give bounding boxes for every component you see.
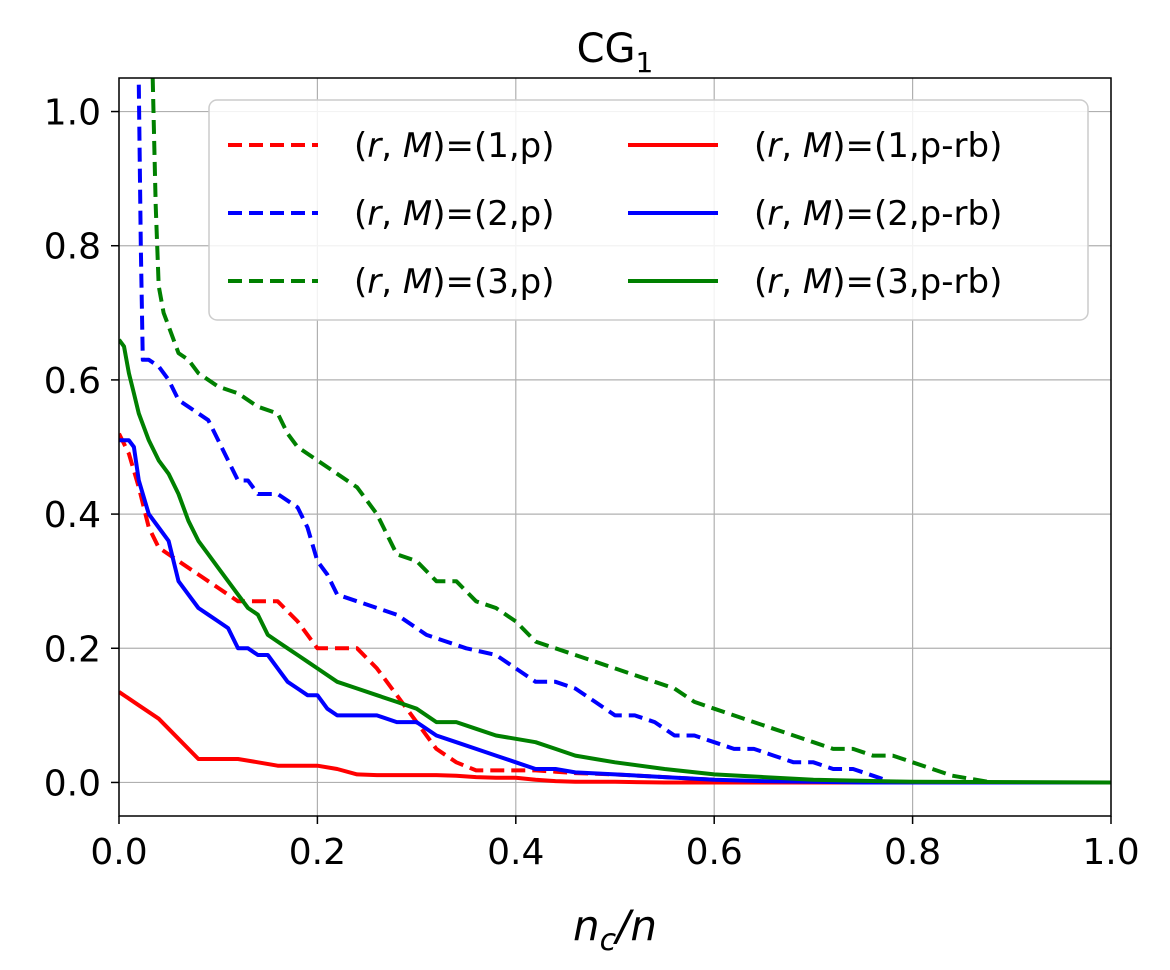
x-axis-label: nc/n: [573, 901, 657, 958]
y-tick-label: 0.0: [44, 763, 101, 804]
series-layer: [119, 78, 1111, 785]
x-tick-label: 0.0: [90, 832, 147, 873]
y-tick-label: 0.6: [44, 361, 101, 402]
chart-title: CG1: [577, 26, 654, 79]
legend-label-6: (r, M)=(3,p-rb): [754, 262, 1002, 302]
series-line-4: [119, 690, 1111, 785]
x-axis-label-main: n: [573, 901, 600, 950]
x-tick-label: 0.6: [686, 832, 743, 873]
series-line-2: [136, 84, 1111, 785]
series-line-3: [150, 78, 1111, 785]
legend-label-3: (r, M)=(3,p): [354, 262, 555, 302]
series-line-6: [119, 338, 1111, 785]
legend: (r, M)=(1,p) (r, M)=(2,p) (r, M)=(3,p) (r, …: [208, 99, 1089, 321]
legend-label-2: (r, M)=(2,p): [354, 194, 555, 234]
x-tick-label: 1.0: [1082, 832, 1139, 873]
legend-label-5: (r, M)=(2,p-rb): [754, 194, 1002, 234]
legend-label-4: (r, M)=(1,p-rb): [754, 126, 1002, 166]
x-tick-label: 0.8: [884, 832, 941, 873]
x-axis-label-subscript: c: [600, 923, 617, 958]
chart-title-subscript: 1: [636, 46, 654, 79]
x-tick-label: 0.4: [487, 832, 544, 873]
x-axis-label-rest: /n: [612, 901, 657, 950]
legend-label-1: (r, M)=(1,p): [354, 126, 555, 166]
x-tick-label: 0.2: [289, 832, 346, 873]
y-tick-label: 0.4: [44, 495, 101, 536]
legend-box: [208, 99, 1089, 321]
y-tick-label: 1.0: [44, 93, 101, 134]
y-tick-label: 0.8: [44, 227, 101, 268]
plot-frame: [118, 77, 1112, 817]
series-line-5: [119, 438, 1111, 785]
ticks: 0.0 0.2 0.4 0.6 0.8 1.0 0.0 0.2 0.4 0.6 0.8 1.0: [44, 93, 1140, 873]
y-tick-label: 0.2: [44, 629, 101, 670]
